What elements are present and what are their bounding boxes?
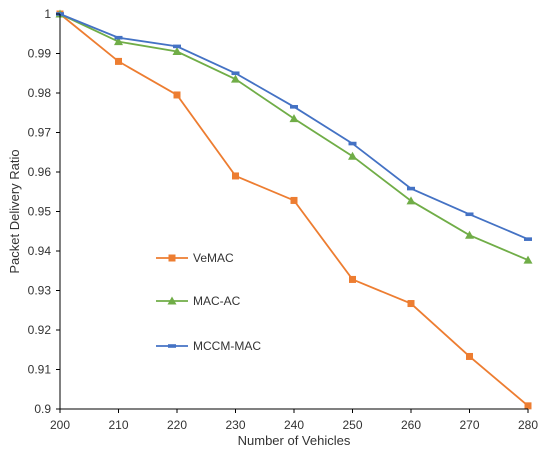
data-point <box>407 186 415 191</box>
x-axis-title: Number of Vehicles <box>238 433 351 448</box>
data-point <box>524 402 532 410</box>
legend: VeMAC MAC-AC MCCM-MAC <box>156 251 261 353</box>
series-line <box>59 13 529 240</box>
data-point <box>348 141 357 146</box>
data-point <box>231 71 240 76</box>
legend-item: MAC-AC <box>156 294 241 308</box>
data-point <box>290 196 298 204</box>
x-tick-label: 250 <box>342 418 362 432</box>
y-tick-label: 0.98 <box>28 86 52 100</box>
y-tick-label: 0.99 <box>28 47 52 61</box>
x-tick-label: 200 <box>50 418 70 432</box>
data-point <box>172 47 182 56</box>
y-tick-label: 0.93 <box>28 284 52 298</box>
legend-label: VeMAC <box>193 251 234 265</box>
x-tick-label: 230 <box>225 418 245 432</box>
y-tick-label: 0.95 <box>28 205 52 219</box>
legend-label: MAC-AC <box>193 294 241 308</box>
data-point <box>114 35 123 40</box>
x-tick-label: 260 <box>401 418 421 432</box>
series-mccm-mac <box>56 12 532 241</box>
data-point <box>524 237 532 241</box>
series-layer <box>55 9 533 410</box>
data-point <box>465 230 474 239</box>
data-point <box>231 74 240 83</box>
legend-item: MCCM-MAC <box>156 339 261 353</box>
data-point <box>406 196 416 205</box>
data-point <box>173 44 181 49</box>
legend-swatch-marker <box>168 254 176 262</box>
y-tick-label: 0.9 <box>34 402 51 416</box>
data-point <box>348 151 357 160</box>
data-point <box>465 212 474 217</box>
data-point <box>173 91 181 99</box>
series-mac-ac <box>55 9 533 264</box>
ticks-layer: 0.9 0.91 0.92 0.93 0.94 0.95 0.96 0.97 0.98 0.99 1… <box>28 7 539 432</box>
data-point <box>523 255 533 264</box>
legend-swatch-marker <box>168 344 176 348</box>
x-tick-label: 270 <box>459 418 479 432</box>
series-line <box>59 13 529 261</box>
data-point <box>289 114 299 123</box>
x-tick-label: 280 <box>518 418 538 432</box>
legend-item: VeMAC <box>156 251 234 265</box>
y-axis-title: Packet Delivery Ratio <box>7 149 22 273</box>
data-point <box>114 37 123 46</box>
data-point <box>115 57 122 65</box>
legend-swatch-marker <box>167 296 177 305</box>
y-tick-label: 0.94 <box>28 244 52 258</box>
data-point <box>290 105 298 109</box>
legend-label: MCCM-MAC <box>193 339 261 353</box>
data-point <box>232 172 239 180</box>
data-point <box>407 300 415 308</box>
x-tick-label: 240 <box>284 418 304 432</box>
data-point <box>349 275 356 283</box>
data-point <box>466 352 473 360</box>
axes-layer <box>59 14 528 410</box>
y-tick-label: 1 <box>44 7 51 21</box>
y-tick-label: 0.96 <box>28 165 52 179</box>
y-tick-label: 0.97 <box>28 126 52 140</box>
x-tick-label: 220 <box>167 418 187 432</box>
y-tick-label: 0.92 <box>28 323 52 337</box>
y-tick-label: 0.91 <box>28 363 52 377</box>
x-tick-label: 210 <box>108 418 128 432</box>
